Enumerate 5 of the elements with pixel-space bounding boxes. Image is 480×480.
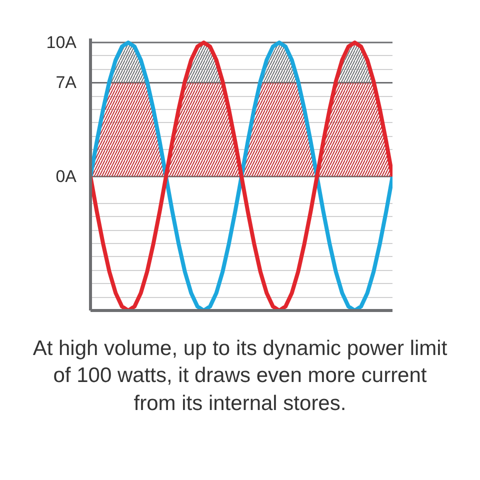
line-series [90, 40, 392, 310]
text: At high volume, up to its dynamic power limit of 100 watts, it draws even more current from its internal stores. [32, 336, 448, 417]
y-tick-label: 10A [46, 33, 78, 52]
y-tick-label: 0A [56, 167, 78, 186]
y-tick-label: 7A [56, 73, 78, 92]
